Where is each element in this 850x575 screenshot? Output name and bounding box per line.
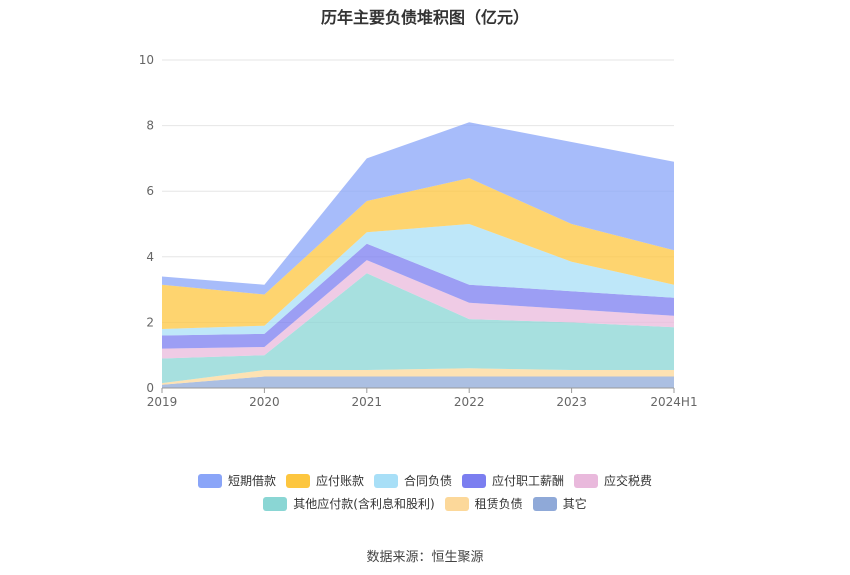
series-area [162,260,674,359]
x-tick-label: 2019 [147,395,178,409]
legend-label: 短期借款 [227,474,276,488]
series-area [162,122,674,295]
x-tick-label: 2023 [556,395,587,409]
legend-label: 应付账款 [315,474,364,488]
y-tick-label: 8 [146,119,154,133]
legend-swatch [532,496,557,511]
legend-swatch [285,473,310,488]
legend-swatch [462,473,486,488]
y-tick-label: 10 [139,53,154,67]
legend-label: 应付职工薪酬 [492,474,565,488]
y-tick-label: 2 [146,315,154,329]
legend-label: 租赁负债 [474,497,523,511]
legend-item[interactable]: 租赁负债 [444,495,523,512]
legend-label: 其它 [562,497,587,511]
legend-swatch [444,496,469,511]
legend-item[interactable]: 其他应付款(含利息和股利) [263,495,435,512]
legend-item[interactable]: 应交税费 [574,472,652,489]
legend-swatch [574,473,599,488]
legend-row: 短期借款 应付账款 合同负债 应付职工薪酬 应交税费 [0,472,850,489]
legend-swatch [373,473,398,488]
legend-item[interactable]: 其它 [532,495,587,512]
x-tick-label: 2021 [352,395,383,409]
legend-item[interactable]: 应付账款 [285,472,364,489]
source-note: 数据来源：恒生聚源 [366,550,484,565]
legend-item[interactable]: 应付职工薪酬 [462,472,564,489]
legend-item[interactable]: 合同负债 [373,472,452,489]
series-area [162,243,674,349]
legend-label: 应交税费 [604,474,653,488]
legend-swatch [197,473,222,488]
y-tick-label: 0 [146,381,154,395]
legend-swatch [263,496,288,511]
x-tick-label: 2022 [454,395,485,409]
y-tick-label: 4 [146,250,154,264]
legend-item[interactable]: 短期借款 [197,472,276,489]
legend-label: 其他应付款(含利息和股利) [293,497,435,511]
y-tick-label: 6 [146,184,154,198]
series-area [162,224,674,336]
series-area [162,368,674,385]
x-tick-label: 2020 [249,395,280,409]
x-tick-label: 2024H1 [650,395,697,409]
stacked-area-chart: 0 2 4 6 8 10 2019 2020 2021 2022 2023 2024H1 [139,53,698,409]
legend-label: 合同负债 [403,474,452,488]
legend-row: 其他应付款(含利息和股利) 租赁负债 其它 [0,495,850,512]
series-area [162,178,674,329]
legend: 短期借款 应付账款 合同负债 应付职工薪酬 应交税费 其他应付款(含利息和股利) 租赁负债… [0,472,850,518]
series-area [162,376,674,388]
series-area [162,273,674,384]
chart-title: 历年主要负债堆积图（亿元） [320,8,529,27]
